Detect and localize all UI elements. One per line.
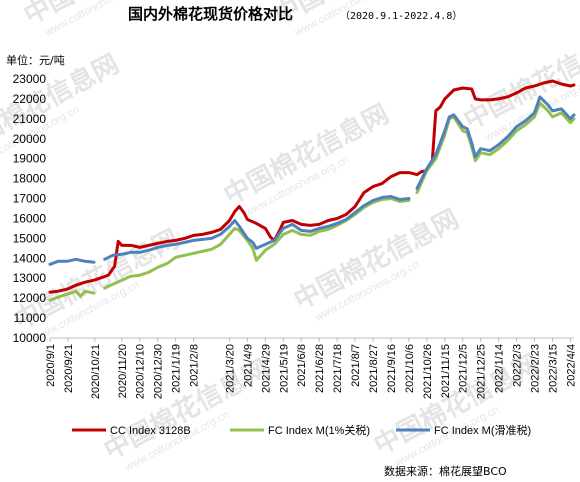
x-tick-label: 2020/10/21 xyxy=(90,344,102,399)
x-tick-label: 2021/2/8 xyxy=(189,344,201,387)
plot-area xyxy=(48,79,576,302)
unit-label: 单位：元/吨 xyxy=(6,53,65,67)
y-tick-label: 16000 xyxy=(13,211,47,225)
y-tick-label: 19000 xyxy=(13,152,47,166)
source-note: 数据来源：棉花展望BCO xyxy=(384,464,507,478)
x-tick-label: 2020/12/30 xyxy=(153,344,165,399)
y-tick-label: 13000 xyxy=(13,271,47,285)
watermark-text: 中国棉花信息网 xyxy=(289,203,464,316)
x-tick-label: 2021/10/26 xyxy=(422,344,434,399)
y-tick-label: 22000 xyxy=(13,92,47,106)
x-tick-label: 2022/2/23 xyxy=(530,344,542,393)
x-tick-label: 2021/8/7 xyxy=(350,344,362,387)
x-tick-label: 2021/10/6 xyxy=(404,344,416,393)
x-tick-label: 2021/6/28 xyxy=(314,344,326,393)
y-tick-label: 11000 xyxy=(14,311,47,325)
chart-subtitle: （2020.9.1-2022.4.8） xyxy=(340,10,462,22)
legend-label-2: FC Index M(1%关税) xyxy=(268,423,370,437)
x-tick-label: 2021/1/19 xyxy=(171,344,183,393)
legend-label-3: FC Index M(滑准税) xyxy=(434,423,531,437)
y-tick-label: 14000 xyxy=(13,251,47,265)
chart-title: 国内外棉花现货价格对比 xyxy=(128,5,293,23)
series-line-1 xyxy=(48,79,576,294)
x-tick-label: 2021/11/15 xyxy=(440,344,452,398)
y-tick-label: 15000 xyxy=(13,231,47,245)
y-tick-label: 17000 xyxy=(13,192,47,206)
x-tick-label: 2020/11/20 xyxy=(117,344,129,398)
x-tick-label: 2021/8/27 xyxy=(368,344,380,393)
legend-label-1: CC Index 3128B xyxy=(110,425,191,437)
y-tick-label: 20000 xyxy=(13,132,47,146)
x-tick-label: 2021/5/19 xyxy=(278,344,290,393)
x-tick-label: 2020/9/1 xyxy=(45,344,57,387)
x-tick-label: 2021/4/9 xyxy=(242,344,254,387)
y-tick-label: 18000 xyxy=(13,172,47,186)
legend: CC Index 3128B FC Index M(1%关税) FC Index M… xyxy=(72,423,531,437)
x-tick-label: 2021/9/16 xyxy=(386,344,398,393)
y-tick-label: 21000 xyxy=(13,112,47,126)
x-tick-label: 2020/9/21 xyxy=(63,344,75,393)
x-tick-label: 2022/1/14 xyxy=(494,344,506,393)
x-tick-label: 2021/4/29 xyxy=(260,344,272,393)
x-tick-label: 2021/12/5 xyxy=(458,344,470,393)
y-tick-label: 10000 xyxy=(13,331,47,345)
x-axis: 2020/9/1 2020/9/21 2020/10/21 2020/11/20 202… xyxy=(45,337,577,399)
x-tick-label: 2021/7/18 xyxy=(332,344,344,393)
y-tick-label: 12000 xyxy=(13,291,47,305)
x-tick-label: 2021/6/8 xyxy=(296,344,308,387)
x-tick-label: 2021/12/25 xyxy=(476,344,488,399)
x-tick-label: 2022/3/15 xyxy=(547,344,559,393)
x-tick-label: 2020/12/10 xyxy=(135,344,147,399)
x-tick-label: 2021/3/20 xyxy=(224,344,236,393)
x-tick-label: 2022/2/3 xyxy=(512,344,524,387)
series-line-3 xyxy=(48,95,576,266)
x-tick-label: 2022/4/4 xyxy=(565,344,577,387)
y-tick-label: 23000 xyxy=(13,72,47,86)
y-axis: 10000 11000 12000 13000 14000 15000 16000 17000… xyxy=(13,72,47,345)
watermark-text: 中国棉花信息网 xyxy=(219,98,394,211)
